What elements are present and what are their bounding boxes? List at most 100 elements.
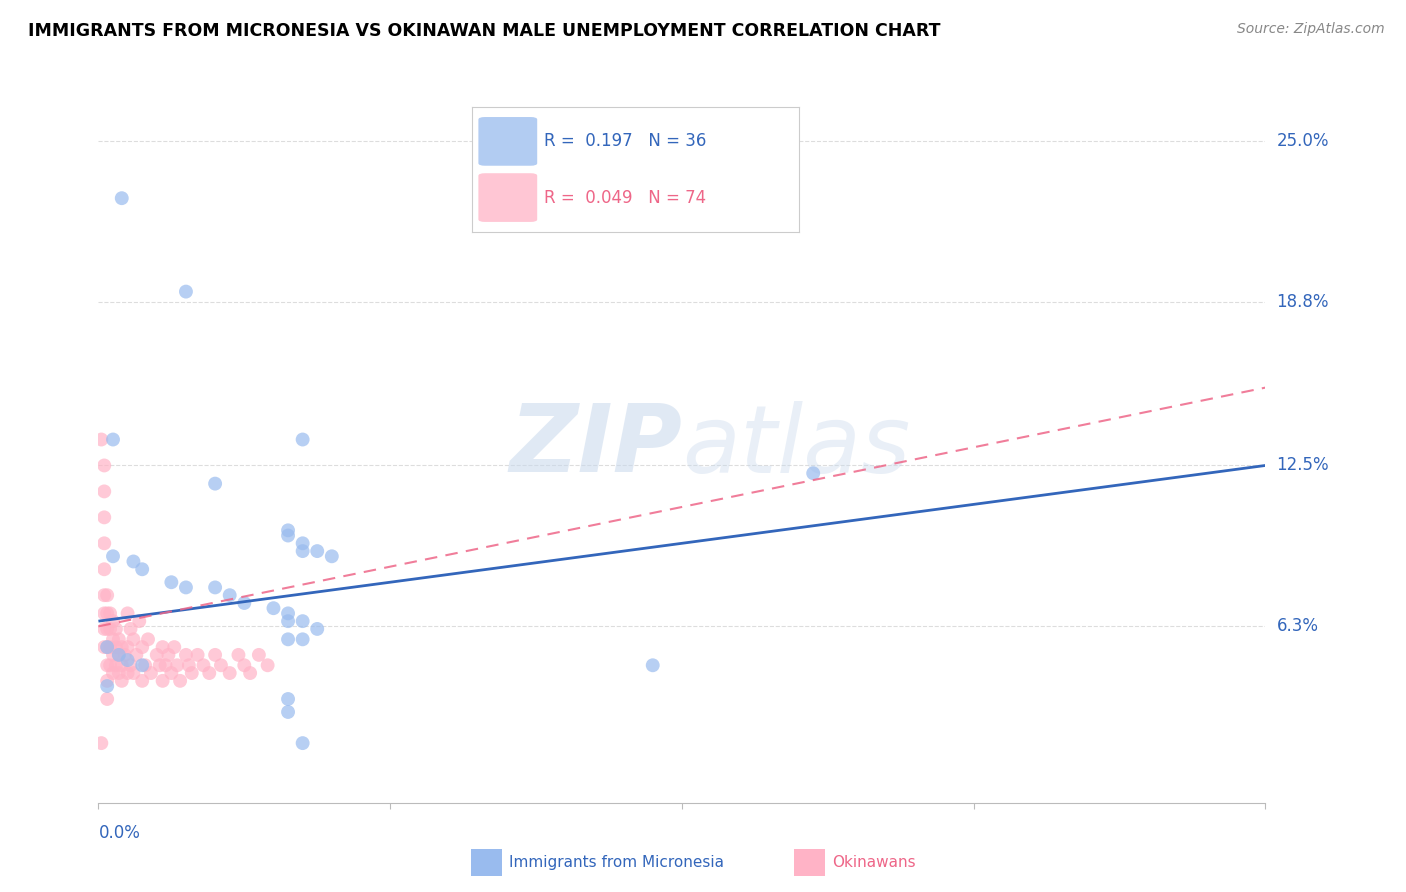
Text: 18.8%: 18.8% bbox=[1277, 293, 1329, 311]
Point bbox=[93, 536, 115, 550]
Point bbox=[90, 433, 112, 447]
Point bbox=[114, 648, 136, 662]
Point bbox=[291, 614, 314, 628]
Point bbox=[101, 648, 124, 662]
Point bbox=[291, 736, 314, 750]
Point bbox=[801, 467, 824, 481]
Point bbox=[104, 640, 127, 654]
Point bbox=[90, 736, 112, 750]
Point bbox=[146, 648, 169, 662]
Point bbox=[131, 673, 153, 688]
Point bbox=[117, 607, 139, 621]
Point bbox=[152, 673, 174, 688]
Text: 0.0%: 0.0% bbox=[98, 824, 141, 842]
Point bbox=[93, 484, 115, 499]
Point bbox=[108, 648, 131, 662]
Point bbox=[239, 666, 262, 681]
Point bbox=[262, 601, 284, 615]
Text: Okinawans: Okinawans bbox=[832, 855, 915, 870]
Point bbox=[122, 554, 145, 568]
Point bbox=[169, 673, 191, 688]
Point bbox=[163, 640, 186, 654]
Point bbox=[111, 673, 134, 688]
Point bbox=[98, 658, 121, 673]
Point bbox=[139, 666, 162, 681]
Point bbox=[277, 524, 299, 538]
Point bbox=[122, 632, 145, 647]
Point bbox=[291, 433, 314, 447]
Point bbox=[98, 640, 121, 654]
Point bbox=[218, 588, 240, 602]
Point bbox=[204, 581, 226, 595]
Point bbox=[101, 614, 124, 628]
Point bbox=[108, 666, 131, 681]
Point bbox=[277, 692, 299, 706]
Point bbox=[120, 658, 142, 673]
Point bbox=[111, 658, 134, 673]
Point bbox=[209, 658, 232, 673]
Point bbox=[131, 640, 153, 654]
Point bbox=[277, 607, 299, 621]
Point bbox=[111, 191, 134, 205]
Point bbox=[307, 544, 329, 558]
Point bbox=[277, 528, 299, 542]
Point bbox=[233, 596, 256, 610]
Point bbox=[101, 666, 124, 681]
Point bbox=[134, 658, 156, 673]
Text: Immigrants from Micronesia: Immigrants from Micronesia bbox=[509, 855, 724, 870]
Text: ZIP: ZIP bbox=[509, 400, 682, 492]
Text: IMMIGRANTS FROM MICRONESIA VS OKINAWAN MALE UNEMPLOYMENT CORRELATION CHART: IMMIGRANTS FROM MICRONESIA VS OKINAWAN M… bbox=[28, 22, 941, 40]
Point bbox=[247, 648, 270, 662]
Point bbox=[193, 658, 215, 673]
Point bbox=[120, 622, 142, 636]
Text: 25.0%: 25.0% bbox=[1277, 132, 1329, 150]
Point bbox=[256, 658, 278, 673]
Point bbox=[93, 458, 115, 473]
Point bbox=[291, 536, 314, 550]
Point bbox=[218, 666, 240, 681]
Point bbox=[277, 614, 299, 628]
Point bbox=[641, 658, 664, 673]
Point bbox=[96, 658, 118, 673]
Point bbox=[204, 476, 226, 491]
Point bbox=[96, 640, 118, 654]
Point bbox=[96, 692, 118, 706]
Point bbox=[93, 607, 115, 621]
Point bbox=[174, 581, 197, 595]
Point bbox=[108, 632, 131, 647]
Point bbox=[128, 614, 150, 628]
Point bbox=[117, 666, 139, 681]
Text: 12.5%: 12.5% bbox=[1277, 457, 1329, 475]
Point bbox=[117, 640, 139, 654]
Point bbox=[157, 648, 180, 662]
Point bbox=[291, 544, 314, 558]
Point bbox=[277, 632, 299, 647]
Point bbox=[101, 433, 124, 447]
Point bbox=[117, 653, 139, 667]
Point bbox=[166, 658, 188, 673]
Point bbox=[93, 510, 115, 524]
Point bbox=[101, 549, 124, 564]
Point bbox=[93, 562, 115, 576]
Point bbox=[122, 666, 145, 681]
Point bbox=[93, 622, 115, 636]
Point bbox=[160, 575, 183, 590]
Point bbox=[228, 648, 250, 662]
Point bbox=[108, 648, 131, 662]
Point bbox=[96, 679, 118, 693]
Point bbox=[101, 632, 124, 647]
Point bbox=[96, 673, 118, 688]
Point bbox=[174, 648, 197, 662]
Point bbox=[277, 705, 299, 719]
Point bbox=[307, 622, 329, 636]
Point bbox=[136, 632, 159, 647]
Point bbox=[204, 648, 226, 662]
Point bbox=[149, 658, 172, 673]
Point bbox=[198, 666, 221, 681]
Point bbox=[177, 658, 200, 673]
Point bbox=[174, 285, 197, 299]
Point bbox=[93, 588, 115, 602]
Text: 6.3%: 6.3% bbox=[1277, 617, 1319, 635]
Point bbox=[93, 640, 115, 654]
Point bbox=[98, 622, 121, 636]
